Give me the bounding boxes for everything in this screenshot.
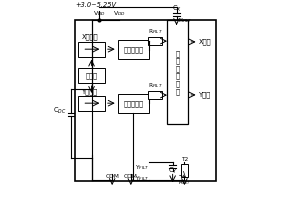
Bar (181, 164, 188, 177)
Bar (118, 40, 149, 59)
Text: R$_{FILT}$: R$_{FILT}$ (148, 81, 162, 90)
Text: X输出: X输出 (199, 39, 212, 45)
Text: T2: T2 (181, 157, 188, 162)
Bar (148, 91, 162, 99)
Text: COM: COM (105, 174, 119, 179)
Text: R$_{SET}$: R$_{SET}$ (178, 178, 191, 187)
Bar (78, 96, 105, 111)
Text: R$_{FILT}$: R$_{FILT}$ (148, 28, 162, 36)
Text: C$_{DC}$: C$_{DC}$ (53, 106, 67, 116)
Text: 相位检波器: 相位检波器 (123, 100, 143, 107)
Text: X$_{FILT}$: X$_{FILT}$ (178, 16, 193, 25)
Text: C$_X$: C$_X$ (172, 4, 181, 14)
Bar (78, 42, 105, 57)
Text: Y$_{FILT}$: Y$_{FILT}$ (135, 174, 150, 183)
Text: V$_{DD}$: V$_{DD}$ (93, 9, 106, 18)
Text: C$_Y$: C$_Y$ (168, 166, 178, 176)
Text: Y输出: Y输出 (199, 92, 211, 98)
Bar (78, 68, 105, 83)
Bar (118, 94, 149, 113)
Text: COM: COM (124, 174, 138, 179)
Text: 占
空
比
调
制
器: 占 空 比 调 制 器 (176, 50, 180, 95)
Text: +3.0~5.25V: +3.0~5.25V (75, 2, 116, 7)
Text: Y$_{FILT}$: Y$_{FILT}$ (135, 163, 150, 172)
Bar (167, 20, 188, 124)
Text: 振荡器: 振荡器 (86, 72, 98, 79)
Text: 相位检波器: 相位检波器 (123, 46, 143, 53)
Bar (75, 20, 216, 181)
Bar (148, 37, 162, 45)
Text: V$_{DD}$: V$_{DD}$ (113, 9, 125, 18)
Text: X传感器: X传感器 (82, 33, 99, 40)
Text: Y传感器: Y传感器 (82, 88, 98, 95)
